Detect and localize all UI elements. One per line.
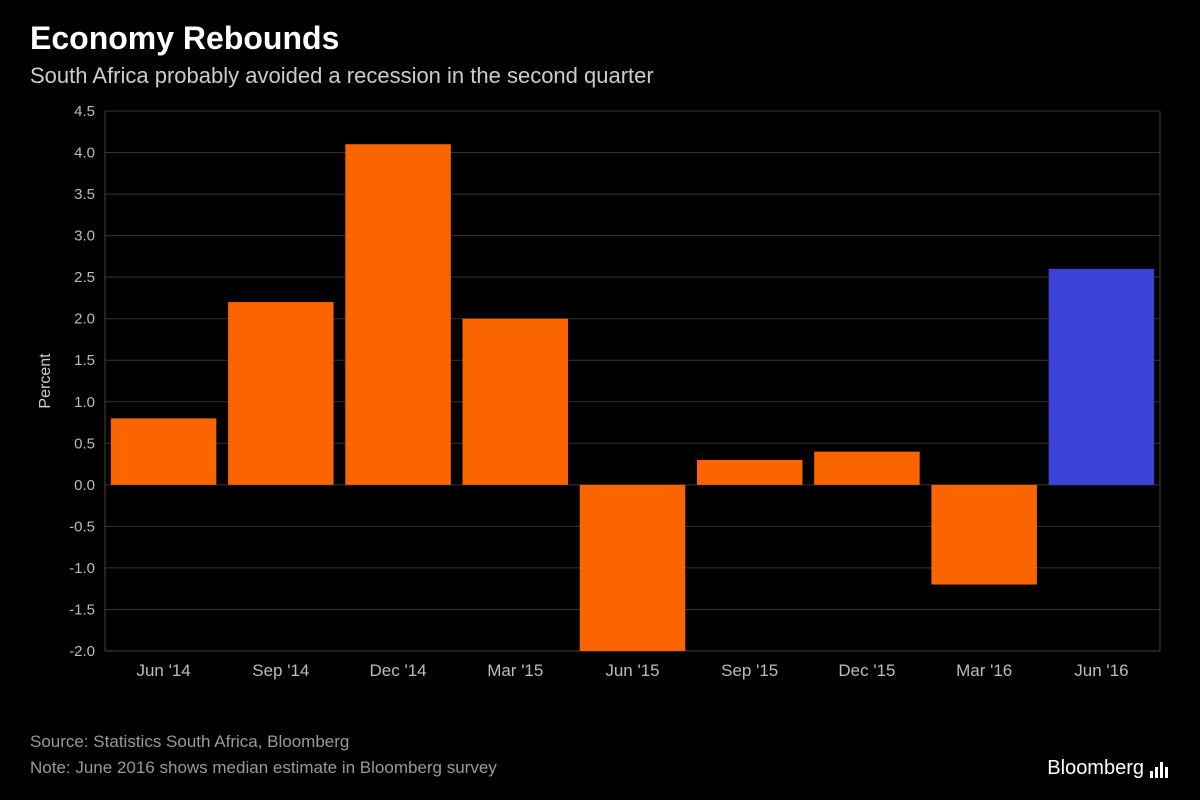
svg-text:Jun '15: Jun '15 bbox=[605, 661, 659, 680]
svg-text:-1.0: -1.0 bbox=[69, 560, 95, 577]
bar bbox=[463, 319, 569, 485]
chart-area: -2.0 -1.5 -1.0 -0.5 0.0 0.5 1.0 1.5 2.0 2.5 3.0 3.5… bbox=[30, 101, 1170, 691]
bar-chart-svg: -2.0 -1.5 -1.0 -0.5 0.0 0.5 1.0 1.5 2.0 2.5 3.0 3.5… bbox=[30, 101, 1170, 691]
brand-icon bbox=[1148, 758, 1170, 780]
svg-text:-1.5: -1.5 bbox=[69, 601, 95, 618]
svg-text:1.0: 1.0 bbox=[74, 394, 95, 411]
svg-text:Jun '16: Jun '16 bbox=[1074, 661, 1128, 680]
bar bbox=[580, 485, 686, 651]
svg-text:0.5: 0.5 bbox=[74, 435, 95, 452]
brand-logo: Bloomberg bbox=[1047, 757, 1170, 780]
bar bbox=[1049, 269, 1155, 485]
svg-text:Mar '16: Mar '16 bbox=[956, 661, 1012, 680]
chart-container: Economy Rebounds South Africa probably a… bbox=[0, 0, 1200, 800]
svg-text:Sep '15: Sep '15 bbox=[721, 661, 778, 680]
svg-text:Percent: Percent bbox=[37, 353, 54, 409]
svg-text:0.0: 0.0 bbox=[74, 477, 95, 494]
svg-text:3.0: 3.0 bbox=[74, 228, 95, 245]
note-text: Note: June 2016 shows median estimate in… bbox=[30, 755, 497, 781]
svg-text:2.5: 2.5 bbox=[74, 269, 95, 286]
svg-text:-0.5: -0.5 bbox=[69, 518, 95, 535]
chart-footer: Source: Statistics South Africa, Bloombe… bbox=[30, 729, 1170, 780]
svg-text:Dec '14: Dec '14 bbox=[370, 661, 427, 680]
svg-text:3.5: 3.5 bbox=[74, 186, 95, 203]
bar bbox=[228, 302, 333, 485]
svg-text:4.0: 4.0 bbox=[74, 145, 95, 162]
bar bbox=[111, 418, 217, 484]
bar bbox=[697, 460, 803, 485]
svg-text:Jun '14: Jun '14 bbox=[136, 661, 190, 680]
svg-text:2.0: 2.0 bbox=[74, 311, 95, 328]
svg-text:Sep '14: Sep '14 bbox=[252, 661, 309, 680]
chart-title: Economy Rebounds bbox=[30, 20, 1170, 57]
svg-text:Mar '15: Mar '15 bbox=[487, 661, 543, 680]
bar bbox=[345, 144, 451, 485]
bar bbox=[931, 485, 1037, 585]
bar bbox=[814, 452, 920, 485]
svg-text:Dec '15: Dec '15 bbox=[838, 661, 895, 680]
svg-text:1.5: 1.5 bbox=[74, 352, 95, 369]
brand-text: Bloomberg bbox=[1047, 757, 1144, 780]
svg-text:-2.0: -2.0 bbox=[69, 643, 95, 660]
chart-subtitle: South Africa probably avoided a recessio… bbox=[30, 63, 1170, 89]
svg-text:4.5: 4.5 bbox=[74, 103, 95, 120]
source-text: Source: Statistics South Africa, Bloombe… bbox=[30, 729, 497, 755]
chart-notes: Source: Statistics South Africa, Bloombe… bbox=[30, 729, 497, 780]
